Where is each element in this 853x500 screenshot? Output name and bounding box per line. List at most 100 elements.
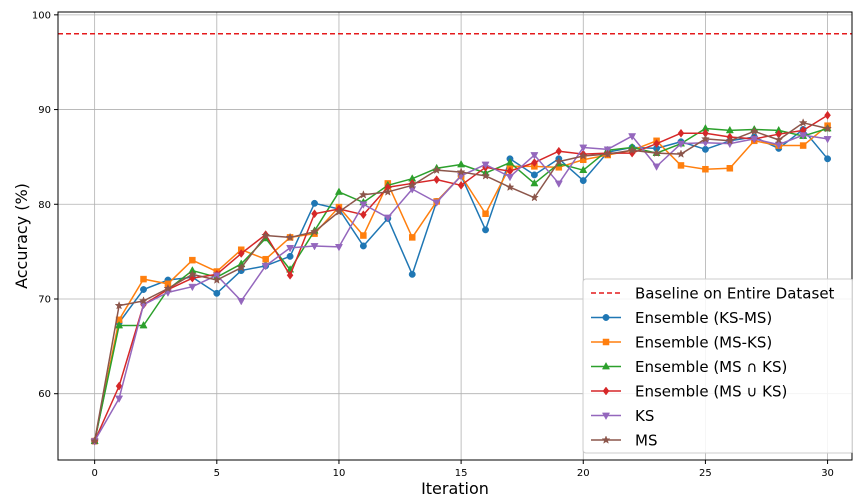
data-point xyxy=(456,167,466,176)
data-point xyxy=(334,244,343,252)
data-point xyxy=(285,232,295,242)
data-point xyxy=(408,270,416,278)
legend-label: KS xyxy=(635,407,654,425)
legend-label: Ensemble (KS-MS) xyxy=(635,309,772,327)
data-point xyxy=(359,201,368,209)
data-point xyxy=(286,244,295,253)
data-point xyxy=(212,275,222,284)
data-point xyxy=(749,126,759,136)
data-point xyxy=(261,262,270,271)
legend-marker xyxy=(601,412,611,421)
data-point xyxy=(311,209,318,219)
legend-label: Ensemble (MS ∪ KS) xyxy=(635,383,787,401)
legend-marker xyxy=(601,435,611,444)
y-tick-label: 70 xyxy=(38,294,51,305)
legend-item: Ensemble (MS-KS) xyxy=(591,334,772,352)
data-point xyxy=(627,145,637,155)
data-point xyxy=(725,136,735,145)
x-tick-label: 20 xyxy=(577,468,590,479)
data-point xyxy=(140,286,147,293)
data-point xyxy=(774,135,784,144)
x-axis-label: Iteration xyxy=(421,479,489,498)
data-point xyxy=(481,171,491,180)
y-tick-label: 90 xyxy=(38,105,51,116)
axis-ticks: 0 5 10 15 20 25 30 60 70 80 90 100 xyxy=(32,10,834,479)
legend-item: MS xyxy=(591,432,657,450)
data-point xyxy=(432,165,442,174)
data-point xyxy=(579,165,588,174)
data-point xyxy=(530,152,539,160)
data-point xyxy=(114,300,124,310)
legend-label: Ensemble (MS ∩ KS) xyxy=(635,358,787,376)
data-point xyxy=(505,182,515,192)
data-point xyxy=(359,242,367,250)
data-point xyxy=(700,134,710,143)
legend-box xyxy=(582,278,853,454)
data-point xyxy=(579,144,588,152)
data-point xyxy=(628,133,637,141)
data-point xyxy=(115,320,124,329)
data-point xyxy=(90,436,100,445)
legend-item: Ensemble (MS ∩ KS) xyxy=(591,358,787,376)
data-point xyxy=(237,249,245,258)
data-point xyxy=(799,132,808,140)
legend-item: KS xyxy=(591,407,654,425)
legend-item: Ensemble (KS-MS) xyxy=(591,309,772,327)
x-tick-label: 5 xyxy=(214,468,220,479)
data-point xyxy=(360,210,367,220)
data-point xyxy=(432,199,441,207)
data-point xyxy=(603,149,613,158)
data-point xyxy=(457,180,465,190)
data-point xyxy=(286,252,294,260)
legend-label: MS xyxy=(635,432,657,450)
data-point xyxy=(481,161,490,170)
data-point xyxy=(823,136,832,144)
data-point xyxy=(530,171,538,179)
data-point xyxy=(334,207,344,216)
data-point xyxy=(798,118,808,127)
data-point xyxy=(774,141,783,150)
y-axis-label: Accuracy (%) xyxy=(12,183,31,289)
data-point xyxy=(188,283,197,292)
y-tick-label: 60 xyxy=(38,389,51,400)
data-point xyxy=(799,142,807,149)
data-point xyxy=(360,232,367,239)
data-point xyxy=(530,178,539,187)
data-point xyxy=(358,190,368,199)
data-point xyxy=(310,227,320,236)
data-point xyxy=(652,163,661,171)
data-point xyxy=(702,165,709,173)
data-point xyxy=(677,162,685,169)
data-point xyxy=(554,180,563,188)
data-point xyxy=(311,199,318,207)
legend-item: Ensemble (MS ∪ KS) xyxy=(591,383,787,401)
data-point xyxy=(334,187,343,195)
data-point xyxy=(677,128,685,138)
legend: Baseline on Entire Dataset Ensemble (KS-M… xyxy=(582,278,853,454)
legend-item: Baseline on Entire Dataset xyxy=(591,285,835,303)
data-point xyxy=(824,110,831,120)
data-point xyxy=(139,296,148,305)
data-point xyxy=(578,151,588,160)
data-point xyxy=(383,187,393,196)
data-point xyxy=(726,165,734,172)
legend-label: Baseline on Entire Dataset xyxy=(635,285,835,303)
data-point xyxy=(115,395,124,403)
data-point xyxy=(262,255,269,263)
data-point xyxy=(652,148,662,157)
data-point xyxy=(408,234,416,241)
y-tick-label: 80 xyxy=(38,200,51,211)
data-point xyxy=(482,210,489,217)
legend-label: Ensemble (MS-KS) xyxy=(635,334,772,352)
data-point xyxy=(482,226,489,234)
data-point xyxy=(187,269,197,279)
x-tick-label: 15 xyxy=(455,468,468,479)
data-point xyxy=(750,136,759,144)
data-point xyxy=(310,243,319,251)
data-point xyxy=(824,155,832,163)
data-point xyxy=(189,256,196,264)
data-point xyxy=(261,230,271,240)
series-5 xyxy=(90,118,833,445)
data-point xyxy=(823,123,833,133)
